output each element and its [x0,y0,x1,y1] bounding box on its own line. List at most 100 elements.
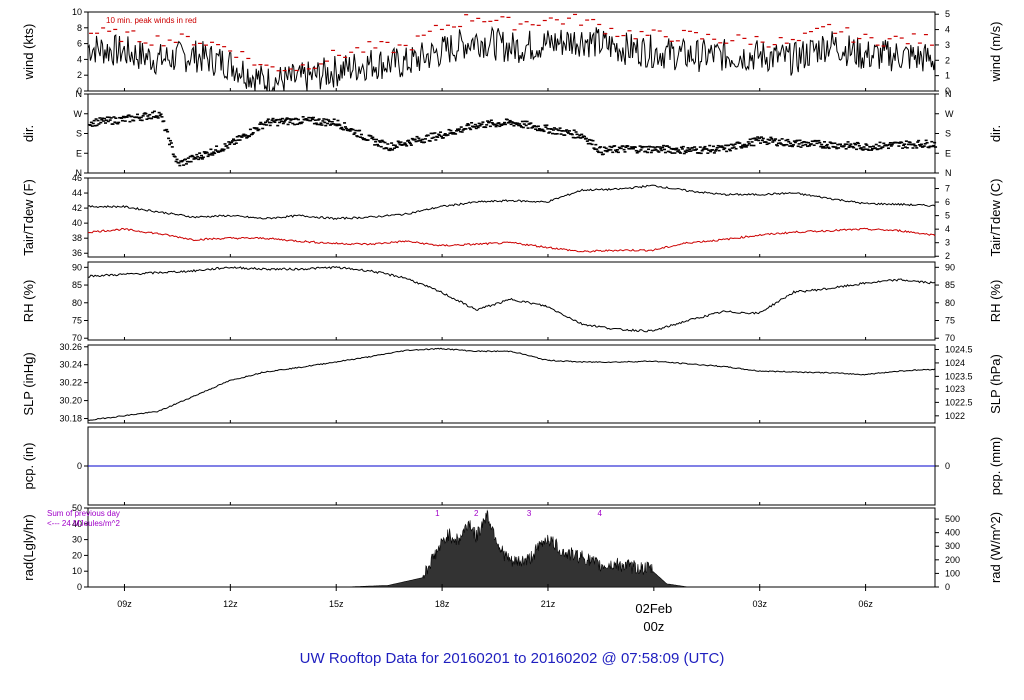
wind-direction-point [188,155,192,158]
slp-ylabel-right: SLP (hPa) [988,354,1003,414]
wind-direction-point [236,139,240,141]
wind-direction-point [423,138,427,140]
wind-right-tick-label: 0 [945,86,950,96]
wind-direction-point [686,147,690,149]
wind-direction-point [505,118,509,121]
wind-direction-point [516,122,520,125]
wind-direction-point [790,144,794,147]
peak-wind-marker [379,40,384,43]
wind-direction-point [748,138,752,141]
wind-direction-point [128,120,132,123]
wind-direction-point [712,152,716,154]
wind-direction-point [770,137,774,140]
wind-direction-point [414,140,418,143]
wind-direction-point [697,152,701,154]
wind-direction-point [863,148,867,150]
time-axis-label: 06z [858,599,873,609]
wind-direction-point [303,118,307,121]
wind-direction-point [814,140,818,142]
peak-wind-marker [470,20,475,22]
wind-direction-point [619,147,623,149]
wind-direction-point [244,134,248,136]
wind-direction-point [89,121,93,124]
wind-direction-point [771,141,775,143]
wind-direction-point [460,131,464,133]
peak-wind-marker [633,38,638,40]
wind-direction-point [139,116,143,119]
wind-direction-point [372,138,376,141]
wind-direction-point [362,137,366,140]
wind-direction-point [775,144,779,147]
rad-left-tick-label: 30 [72,535,82,545]
wind-direction-point [512,124,516,127]
wind-direction-point [841,145,845,148]
peak-wind-marker [579,24,584,26]
peak-wind-marker [736,34,741,36]
wind-direction-point [846,141,850,143]
wind-direction-point [584,137,588,140]
wind-direction-point [472,125,476,128]
wind-direction-point [370,137,374,140]
wind-direction-point [436,136,440,138]
wind-direction-point [701,148,705,151]
peak-wind-marker [276,70,281,72]
wind-direction-point [152,110,156,113]
wind-direction-point [933,141,937,144]
wind-direction-point [222,148,226,151]
wind-direction-point [658,146,662,148]
wind-direction-point [438,134,442,137]
wind-direction-point [651,146,655,148]
wind-direction-point [312,122,316,125]
radiation-area [345,509,689,588]
dir-right-tick-label: S [945,129,951,139]
slp-right-tick-label: 1022.5 [945,397,973,407]
wind-direction-point [698,146,702,148]
peak-wind-marker [258,63,263,66]
peak-wind-marker [476,17,481,19]
wind-direction-point [667,146,671,148]
peak-wind-marker [845,27,850,29]
wind-direction-point [553,133,557,135]
wind-direction-point [260,123,264,125]
wind-direction-point [738,142,742,144]
wind-direction-point [876,148,880,150]
wind-direction-point [711,149,715,151]
wind-direction-point [263,121,267,124]
wind-direction-point [848,144,852,147]
wind-direction-point [319,122,323,124]
wind-direction-point [590,143,594,146]
wind-direction-point [455,128,459,131]
rad-left-tick-label: 20 [72,550,82,560]
wind-direction-point [95,124,99,127]
wind-direction-point [215,145,219,148]
dir-left-tick-label: E [76,148,82,158]
wind-direction-point [97,123,101,125]
peak-wind-marker [754,35,759,38]
wind-direction-point [824,144,828,147]
wind-right-tick-label: 4 [945,25,950,35]
wind-direction-point [120,119,124,122]
wind-right-tick-label: 2 [945,55,950,65]
peak-wind-marker [222,46,227,48]
wind-direction-point [331,123,335,125]
wind-direction-point [245,137,249,139]
wind-direction-point [168,139,172,142]
wind-direction-point [381,140,385,143]
wind-direction-point [731,144,735,146]
peak-wind-marker [119,40,124,43]
peak-wind-marker [427,30,432,32]
peak-wind-marker [863,33,868,35]
wind-direction-point [329,123,333,125]
wind-direction-point [402,143,406,146]
wind-direction-point [156,117,160,119]
wind-direction-point [268,124,272,127]
wind-direction-point [101,117,105,120]
wind-direction-point [903,146,907,148]
wind-direction-point [160,116,164,118]
wind-direction-point [663,151,667,154]
wind-direction-point [261,127,265,130]
wind-direction-point [330,120,334,123]
wind-direction-point [687,150,691,153]
wind-direction-point [146,115,150,117]
wind-direction-point [300,121,304,124]
